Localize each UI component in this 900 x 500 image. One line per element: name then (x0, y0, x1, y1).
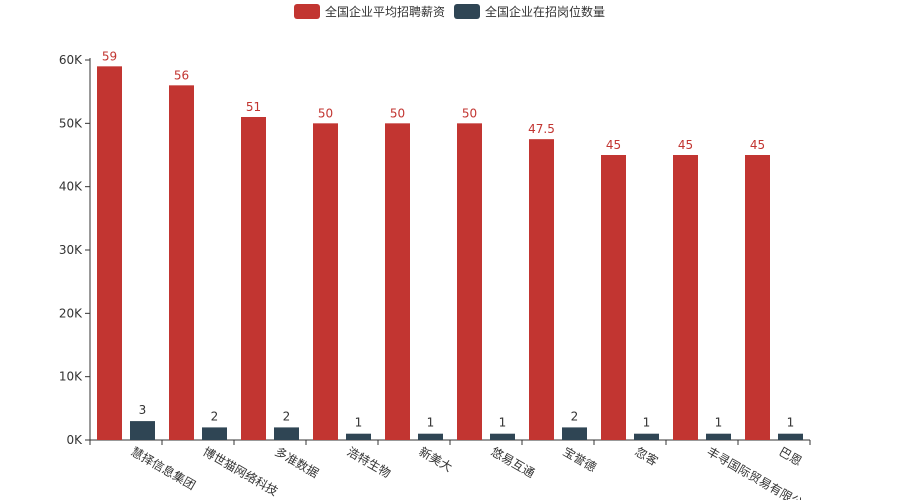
y-tick-label: 10K (59, 370, 83, 384)
legend[interactable]: 全国企业平均招聘薪资 全国企业在招岗位数量 (294, 4, 605, 19)
y-axis: 0K 10K 20K 30K 40K 50K 60K (59, 53, 91, 447)
bar-label-salary: 50 (462, 106, 477, 120)
bar-salary[interactable] (601, 155, 626, 440)
y-tick-label: 30K (59, 243, 83, 257)
y-tick-label: 50K (59, 116, 83, 130)
legend-item-positions[interactable]: 全国企业在招岗位数量 (454, 4, 605, 19)
y-tick-label: 40K (59, 180, 83, 194)
bar-salary[interactable] (385, 123, 410, 440)
x-tick-label: 新美大 (417, 444, 456, 475)
x-tick-label: 悠易互通 (489, 444, 538, 481)
bar-positions[interactable] (562, 427, 587, 440)
bar-salary[interactable] (169, 85, 194, 440)
bar-positions[interactable] (202, 427, 227, 440)
legend-swatch-positions (454, 4, 480, 19)
bar-salary[interactable] (673, 155, 698, 440)
bar-label-positions: 3 (139, 403, 147, 417)
bar-label-positions: 1 (715, 416, 723, 430)
legend-label-positions: 全国企业在招岗位数量 (485, 4, 605, 19)
bar-salary[interactable] (745, 155, 770, 440)
bar-positions[interactable] (634, 433, 659, 440)
bar-positions[interactable] (418, 433, 443, 440)
y-tick-label: 60K (59, 53, 83, 67)
legend-swatch-salary (294, 4, 320, 19)
x-tick-label: 浩特生物 (345, 444, 394, 481)
legend-label-salary: 全国企业平均招聘薪资 (325, 4, 445, 19)
y-tick-label: 0K (66, 433, 83, 447)
bars (97, 66, 803, 440)
bar-positions[interactable] (346, 433, 371, 440)
x-tick-label: 巴恩 (777, 444, 805, 468)
bar-labels: 59 3 56 2 51 2 50 1 50 1 50 1 47.5 2 45 1 45 1 45 1 (102, 49, 794, 429)
bar-label-positions: 2 (571, 409, 579, 423)
x-tick-label: 博世猫网络科技 (201, 444, 281, 499)
x-tick-label: 宝誉德 (561, 444, 600, 475)
bar-label-positions: 1 (643, 416, 651, 430)
x-tick-label: 慧择信息集团 (129, 444, 199, 493)
bar-label-salary: 45 (750, 138, 765, 152)
bar-positions[interactable] (778, 433, 803, 440)
bar-label-salary: 45 (678, 138, 693, 152)
bar-label-positions: 1 (427, 416, 435, 430)
bar-salary[interactable] (457, 123, 482, 440)
bar-label-salary: 50 (390, 106, 405, 120)
bar-label-positions: 1 (499, 416, 507, 430)
y-tick-label: 20K (59, 306, 83, 320)
x-tick-label: 忽客 (633, 444, 661, 469)
bar-salary[interactable] (313, 123, 338, 440)
bar-salary[interactable] (97, 66, 122, 440)
bar-salary[interactable] (241, 117, 266, 440)
x-tick-label: 多准数据 (273, 444, 322, 481)
bar-label-salary: 56 (174, 68, 189, 82)
legend-item-salary[interactable]: 全国企业平均招聘薪资 (294, 4, 445, 19)
bar-label-salary: 59 (102, 49, 117, 63)
bar-label-positions: 2 (283, 409, 291, 423)
bar-label-salary: 47.5 (528, 122, 555, 136)
bar-label-positions: 1 (355, 416, 363, 430)
bar-label-positions: 2 (211, 409, 219, 423)
bar-positions[interactable] (274, 427, 299, 440)
bar-positions[interactable] (706, 433, 731, 440)
bar-label-salary: 45 (606, 138, 621, 152)
bar-positions[interactable] (130, 421, 155, 440)
bar-label-salary: 50 (318, 106, 333, 120)
bar-label-positions: 1 (787, 416, 795, 430)
bar-positions[interactable] (490, 433, 515, 440)
bar-salary[interactable] (529, 139, 554, 440)
bar-label-salary: 51 (246, 100, 261, 114)
